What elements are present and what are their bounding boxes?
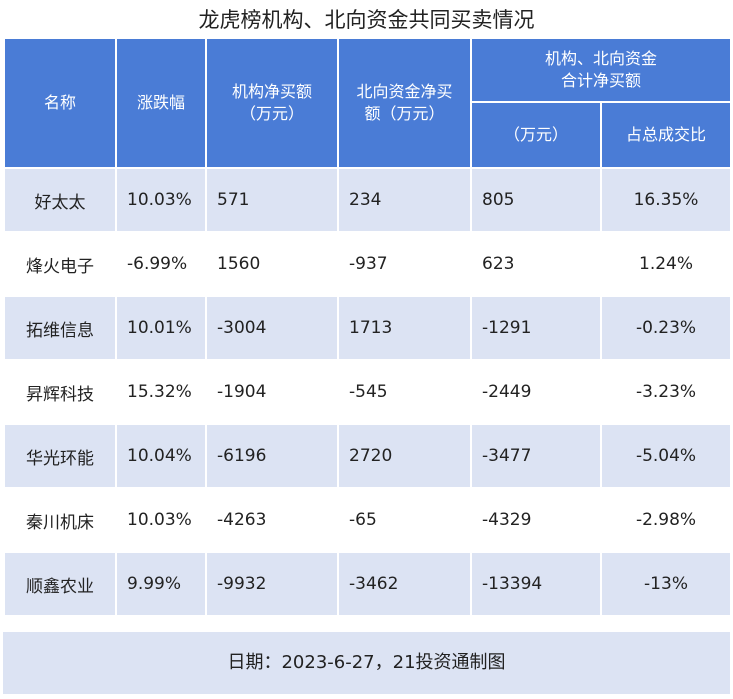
total-cell: -3477	[470, 423, 602, 489]
change-cell: -6.99%	[115, 231, 207, 297]
total-cell: 623	[470, 231, 602, 297]
header-name: 名称	[3, 37, 117, 169]
ratio-cell: -0.23%	[599, 295, 733, 361]
table-row: 烽火电子 -6.99% 1560 -937 623 1.24%	[3, 231, 733, 297]
header-north: 北向资金净买 额（万元）	[337, 37, 472, 169]
ratio-cell: -3.23%	[599, 359, 733, 425]
total-cell: -2449	[470, 359, 602, 425]
header-change: 涨跌幅	[115, 37, 207, 169]
change-cell: 15.32%	[115, 359, 207, 425]
stock-name: 拓维信息	[3, 295, 117, 361]
stock-name: 秦川机床	[3, 487, 117, 553]
north-cell: 1713	[337, 295, 472, 361]
table-row: 华光环能 10.04% -6196 2720 -3477 -5.04%	[3, 423, 733, 489]
stock-name: 烽火电子	[3, 231, 117, 297]
table-title: 龙虎榜机构、北向资金共同买卖情况	[198, 8, 535, 32]
total-cell: -1291	[470, 295, 602, 361]
table-row: 秦川机床 10.03% -4263 -65 -4329 -2.98%	[3, 487, 733, 553]
north-cell: -3462	[337, 551, 472, 617]
table-row: 拓维信息 10.01% -3004 1713 -1291 -0.23%	[3, 295, 733, 361]
inst-cell: -9932	[205, 551, 339, 617]
change-cell: 10.04%	[115, 423, 207, 489]
change-cell: 10.03%	[115, 487, 207, 553]
header-ratio: 占总成交比	[599, 101, 733, 169]
footer-note: 日期：2023-6-27，21投资通制图	[3, 632, 730, 694]
inst-cell: -4263	[205, 487, 339, 553]
data-table: 名称 涨跌幅 机构净买额 （万元） 北向资金净买 额（万元） 机构、北向资金 合…	[3, 37, 733, 617]
change-cell: 9.99%	[115, 551, 207, 617]
change-cell: 10.01%	[115, 295, 207, 361]
header-inst: 机构净买额 （万元）	[205, 37, 339, 169]
north-cell: -65	[337, 487, 472, 553]
ratio-cell: 16.35%	[599, 167, 733, 233]
table-row: 昇辉科技 15.32% -1904 -545 -2449 -3.23%	[3, 359, 733, 425]
ratio-cell: -13%	[599, 551, 733, 617]
stock-name: 好太太	[3, 167, 117, 233]
north-cell: -545	[337, 359, 472, 425]
inst-cell: -1904	[205, 359, 339, 425]
ratio-cell: -5.04%	[599, 423, 733, 489]
inst-cell: -6196	[205, 423, 339, 489]
north-cell: 234	[337, 167, 472, 233]
stock-name: 华光环能	[3, 423, 117, 489]
inst-cell: 571	[205, 167, 339, 233]
inst-cell: 1560	[205, 231, 339, 297]
north-cell: 2720	[337, 423, 472, 489]
header-combined-unit: （万元）	[470, 101, 602, 169]
table-row: 好太太 10.03% 571 234 805 16.35%	[3, 167, 733, 233]
table-row: 顺鑫农业 9.99% -9932 -3462 -13394 -13%	[3, 551, 733, 617]
total-cell: -4329	[470, 487, 602, 553]
north-cell: -937	[337, 231, 472, 297]
ratio-cell: -2.98%	[599, 487, 733, 553]
stock-name: 顺鑫农业	[3, 551, 117, 617]
stock-name: 昇辉科技	[3, 359, 117, 425]
ratio-cell: 1.24%	[599, 231, 733, 297]
total-cell: -13394	[470, 551, 602, 617]
header-combined: 机构、北向资金 合计净买额	[469, 37, 733, 103]
change-cell: 10.03%	[115, 167, 207, 233]
inst-cell: -3004	[205, 295, 339, 361]
total-cell: 805	[470, 167, 602, 233]
